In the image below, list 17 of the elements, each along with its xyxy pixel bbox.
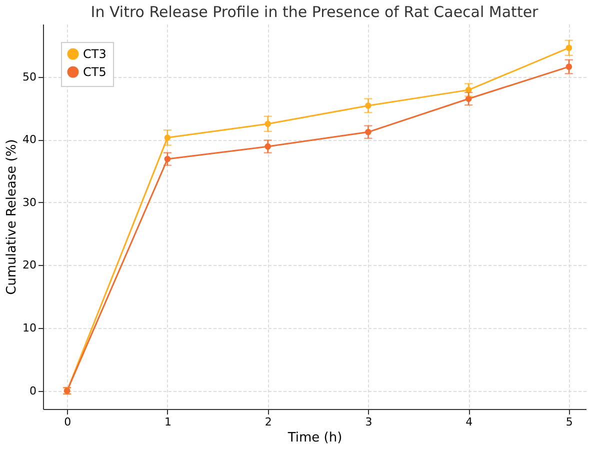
y-tick-label: 30 <box>22 196 36 209</box>
legend-label: CT3 <box>83 47 106 61</box>
y-tick-label: 10 <box>22 321 36 334</box>
y-tick-label: 50 <box>22 70 36 84</box>
y-tick-label: 40 <box>22 133 36 146</box>
legend-label: CT5 <box>83 65 106 79</box>
x-tick-label: 2 <box>264 416 272 428</box>
x-axis-title: Time (h) <box>286 430 342 446</box>
x-tick-label: 5 <box>566 416 573 428</box>
y-tick-label: 20 <box>22 258 36 272</box>
y-axis-title: Cumulative Release (%) <box>4 139 20 295</box>
x-tick-label: 1 <box>164 416 172 428</box>
y-tick-label: 0 <box>30 384 36 398</box>
chart-title: In Vitro Release Profile in the Presence of Rat Caecal Matter <box>90 3 540 21</box>
x-tick-label: 4 <box>466 416 473 428</box>
x-tick-label: 3 <box>365 416 372 428</box>
x-tick-label: 0 <box>64 416 72 428</box>
